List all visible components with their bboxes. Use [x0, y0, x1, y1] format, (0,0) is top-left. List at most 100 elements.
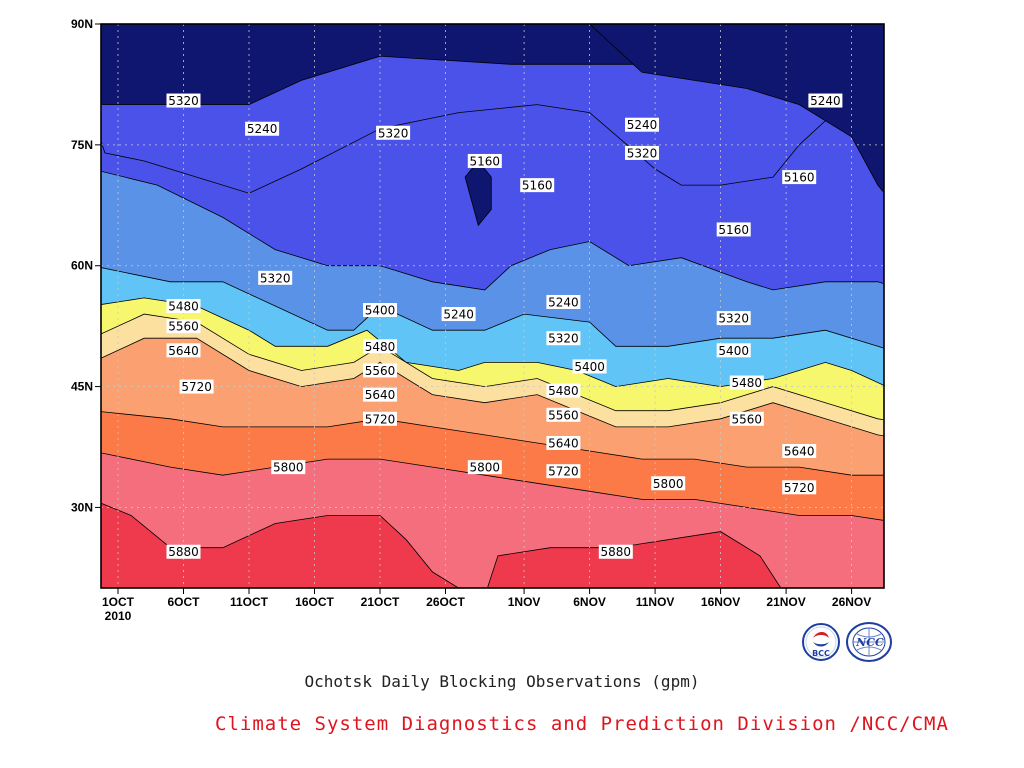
band-5160-core — [550, 24, 884, 194]
contour-label-box — [166, 319, 201, 334]
contour-label-box — [520, 178, 555, 193]
contour-label: 5480 — [168, 300, 199, 314]
contour-label: 5720 — [181, 380, 212, 394]
x-axis: 1OCT 6OCT 11OCT 16OCT 21OCT 26OCT 1NOV 6NOV 11NO… — [102, 588, 871, 623]
contour-label: 5640 — [784, 445, 815, 459]
band-5880-east — [487, 531, 782, 588]
contour-label-box — [363, 339, 397, 354]
contour-label-box — [716, 343, 751, 358]
footer-credit: Climate System Diagnostics and Predictio… — [215, 713, 949, 735]
contour-label: 5880 — [168, 545, 199, 559]
contour-label: 5480 — [365, 340, 396, 354]
contour-label: 5480 — [732, 376, 763, 390]
x-tick-label: 26NOV — [832, 595, 871, 609]
chart-title: Ochotsk Daily Blocking Observations (gpm… — [304, 672, 700, 691]
contour-label-box — [258, 270, 293, 285]
contour-label: 5720 — [784, 481, 815, 495]
contour-label-box — [546, 331, 581, 346]
contour-label-box — [363, 387, 397, 402]
contour-label-box — [808, 93, 843, 108]
contour-label-box — [166, 93, 201, 108]
contour-label: 5240 — [627, 118, 658, 132]
x-tick-label: 16OCT — [295, 595, 334, 609]
y-tick-label: 30N — [71, 500, 93, 514]
y-tick-label: 60N — [71, 259, 93, 273]
contour-label: 5640 — [168, 344, 199, 358]
contour-label: 5800 — [273, 461, 304, 475]
x-tick-label: 21OCT — [361, 595, 400, 609]
contour-label-box — [572, 359, 607, 374]
contour-label-box — [363, 363, 397, 378]
contour-label: 5160 — [718, 223, 749, 237]
contour-label-box — [179, 379, 214, 394]
contour-label: 5160 — [470, 154, 501, 168]
x-tick-label: 1OCT — [102, 595, 135, 609]
x-tick-label: 6NOV — [573, 595, 606, 609]
contour-chart: 30N 45N 60N 75N 90N 1OCT 6OCT 11OCT 16OCT 21OCT 2… — [71, 17, 885, 623]
contour-label: 5320 — [718, 312, 749, 326]
contour-label: 5480 — [548, 384, 579, 398]
contour-label-box — [166, 343, 201, 358]
bcc-logo: BCC — [802, 623, 840, 661]
contour-label: 5320 — [168, 94, 199, 108]
contour-label-box — [651, 476, 686, 491]
contour-label: 5320 — [378, 126, 409, 140]
contour-label: 5240 — [548, 295, 579, 309]
contour-label: 5240 — [247, 122, 278, 136]
contour-label: 5320 — [627, 146, 658, 160]
contour-labels: 5320 5240 5320 5160 5160 5240 5320 5240 5160 5160… — [166, 93, 843, 559]
contour-label-box — [546, 435, 581, 450]
x-tick-label: 16NOV — [701, 595, 740, 609]
contour-label-box — [467, 153, 502, 168]
ncc-logo: NCC — [846, 622, 892, 662]
contour-label-box — [166, 544, 201, 559]
ncc-logo-text: NCC — [855, 636, 884, 649]
contour-label-box — [729, 411, 764, 426]
contour-label-box — [546, 383, 581, 398]
x-tick-label: 1NOV — [508, 595, 541, 609]
contour-label: 5640 — [548, 436, 579, 450]
contour-label-box — [441, 307, 476, 322]
y-tick-label: 45N — [71, 380, 93, 394]
contour-label-box — [716, 222, 751, 237]
contour-label-box — [625, 117, 659, 132]
contour-label: 5320 — [548, 332, 579, 346]
contour-label-box — [363, 411, 397, 426]
x-tick-label: 26OCT — [426, 595, 465, 609]
y-tick-label: 90N — [71, 17, 93, 31]
x-tick-label: 11OCT — [230, 595, 269, 609]
plot-frame — [100, 23, 885, 589]
contour-label-box — [546, 464, 581, 479]
contour-label: 5320 — [260, 271, 291, 285]
contour-label-box — [467, 460, 502, 475]
x-tick-label: 6OCT — [167, 595, 200, 609]
contour-label-box — [166, 299, 201, 313]
contour-label: 5160 — [522, 179, 553, 193]
contour-label-box — [625, 145, 659, 160]
contour-label: 5400 — [574, 360, 605, 374]
contour-label: 5400 — [718, 344, 749, 358]
contour-label: 5640 — [365, 388, 396, 402]
contour-label-box — [782, 480, 817, 495]
contour-label-box — [782, 444, 817, 459]
contour-label: 5560 — [168, 320, 199, 334]
contour-label: 5800 — [653, 477, 684, 491]
contour-label-box — [598, 544, 633, 559]
y-tick-label: 75N — [71, 138, 93, 152]
contour-label-box — [376, 125, 411, 140]
contour-label: 5560 — [365, 364, 396, 378]
contour-bands — [101, 24, 884, 588]
contour-label-box — [782, 170, 817, 185]
contour-label-box — [245, 121, 280, 136]
contour-label-box — [271, 460, 306, 475]
contour-label: 5160 — [784, 171, 815, 185]
y-axis: 30N 45N 60N 75N 90N — [71, 17, 101, 514]
contour-label: 5240 — [810, 94, 841, 108]
contour-label-box — [363, 303, 397, 318]
contour-label: 5720 — [548, 465, 579, 479]
contour-label-box — [546, 407, 581, 422]
x-year-label: 2010 — [105, 609, 132, 623]
contour-label: 5400 — [365, 304, 396, 318]
contour-label-box — [546, 294, 581, 309]
contour-label-box — [716, 311, 751, 326]
